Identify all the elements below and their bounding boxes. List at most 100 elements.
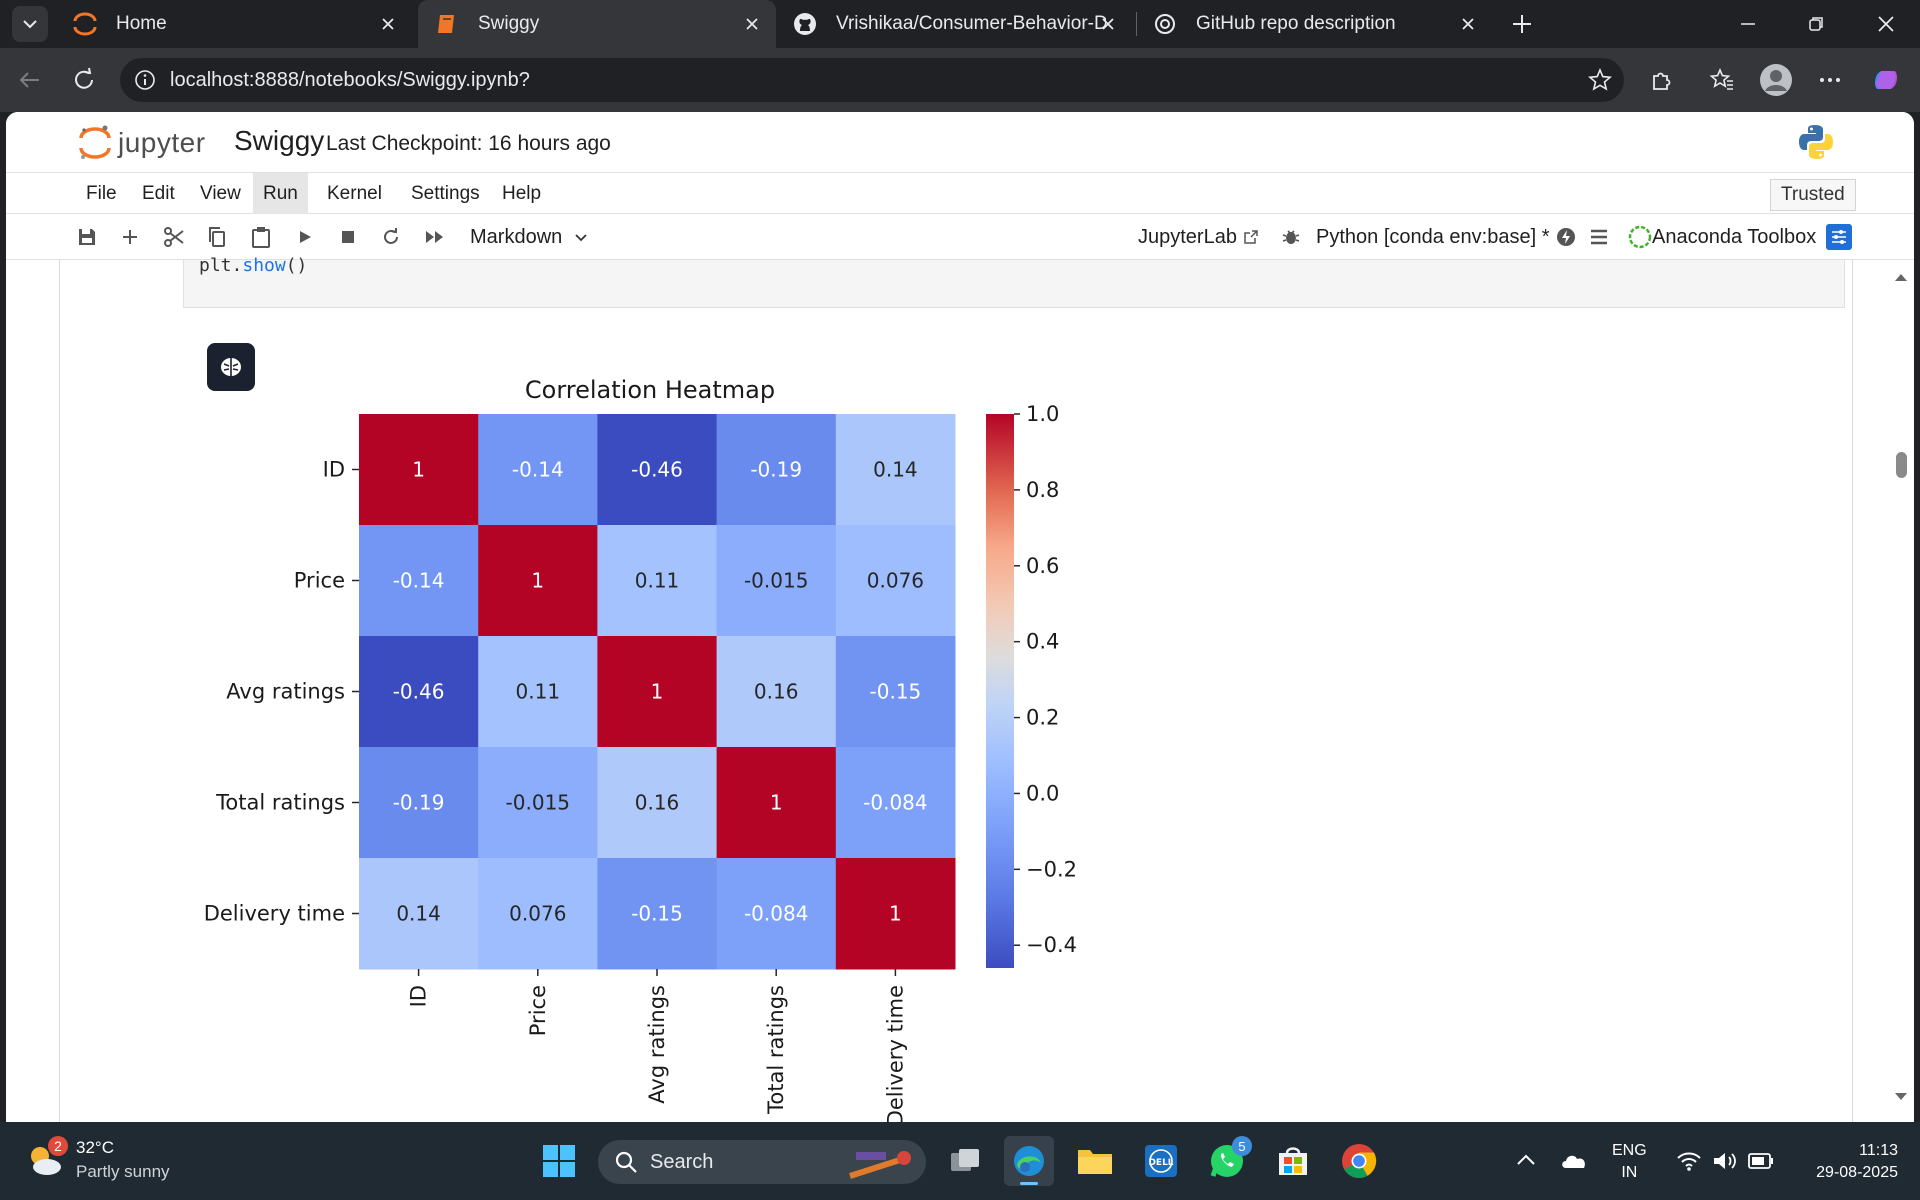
tab-github-repo[interactable]: Vrishikaa/Consumer-Behavior-Del bbox=[776, 0, 1132, 48]
cell-type-dropdown[interactable]: Markdown bbox=[470, 222, 588, 252]
taskbar-search[interactable]: Search bbox=[598, 1140, 926, 1184]
language-indicator[interactable]: ENG IN bbox=[1612, 1140, 1647, 1184]
trusted-indicator[interactable]: Trusted bbox=[1770, 179, 1856, 211]
taskbar-dell[interactable]: DELL bbox=[1136, 1136, 1186, 1186]
volume-icon[interactable] bbox=[1712, 1150, 1738, 1172]
heatmap-cell bbox=[835, 636, 956, 748]
close-tab-icon[interactable] bbox=[742, 14, 762, 34]
tab-title: Home bbox=[116, 13, 167, 34]
external-link-icon bbox=[1244, 230, 1258, 244]
y-tick-label: ID bbox=[323, 458, 345, 482]
star-icon[interactable] bbox=[1588, 68, 1612, 92]
copilot-button[interactable] bbox=[1868, 62, 1904, 98]
interrupt-kernel-button[interactable] bbox=[333, 222, 363, 252]
kernel-name-label: Python [conda env:base] * bbox=[1316, 225, 1550, 248]
menu-edit[interactable]: Edit bbox=[142, 182, 175, 204]
taskbar-edge[interactable] bbox=[1004, 1136, 1054, 1186]
weather-condition: Partly sunny bbox=[76, 1162, 170, 1181]
reload-button[interactable] bbox=[66, 62, 102, 98]
chrome-icon bbox=[1342, 1144, 1377, 1178]
cell-value-label: -0.084 bbox=[744, 902, 808, 926]
address-bar[interactable]: localhost:8888/notebooks/Swiggy.ipynb? bbox=[120, 58, 1624, 102]
kernel-menu-button[interactable] bbox=[1584, 222, 1614, 252]
tab-title: Swiggy bbox=[478, 13, 540, 34]
notebook-title[interactable]: Swiggy bbox=[234, 125, 325, 156]
heatmap-cells: 1 -0.14 -0.46 -0.19 0.14 -0.14 1 0.11 -0.015 0.07… bbox=[359, 414, 956, 970]
colorbar bbox=[986, 414, 1014, 968]
notebook-scrollbar[interactable] bbox=[1886, 260, 1914, 1122]
property-inspector-button[interactable] bbox=[1826, 224, 1852, 250]
save-button[interactable] bbox=[72, 222, 102, 252]
copy-cell-button[interactable] bbox=[202, 222, 232, 252]
kernel-selector[interactable]: Python [conda env:base] * bbox=[1316, 222, 1550, 252]
system-clock[interactable]: 11:13 29-08-2025 bbox=[1788, 1140, 1898, 1184]
sliders-icon bbox=[1832, 230, 1846, 244]
menu-view[interactable]: View bbox=[200, 182, 241, 204]
cell-value-label: 0.14 bbox=[396, 902, 441, 926]
restore-window-button[interactable] bbox=[1796, 8, 1836, 40]
taskbar-chrome[interactable] bbox=[1334, 1136, 1384, 1186]
site-info-icon[interactable] bbox=[134, 69, 156, 91]
search-icon bbox=[615, 1151, 637, 1173]
taskbar-whatsapp[interactable]: 5 bbox=[1202, 1136, 1252, 1186]
menu-run[interactable]: Run bbox=[253, 173, 308, 214]
run-cell-button[interactable] bbox=[290, 222, 320, 252]
clock-time: 11:13 bbox=[1859, 1142, 1898, 1159]
back-button[interactable] bbox=[12, 62, 48, 98]
tray-overflow-chevron-icon[interactable] bbox=[1516, 1152, 1536, 1168]
close-window-button[interactable] bbox=[1866, 8, 1906, 40]
restart-kernel-button[interactable] bbox=[376, 222, 406, 252]
python-logo-icon bbox=[1799, 125, 1833, 159]
weather-widget[interactable]: 2 32°C Partly sunny bbox=[24, 1136, 170, 1184]
save-icon bbox=[79, 229, 95, 245]
cut-cell-button[interactable] bbox=[159, 222, 189, 252]
cell-value-label: -0.14 bbox=[393, 569, 445, 593]
output-ai-button[interactable] bbox=[207, 343, 255, 391]
jupyter-logo[interactable]: jupyter bbox=[78, 124, 206, 162]
minimize-window-button[interactable] bbox=[1728, 8, 1768, 40]
wifi-icon[interactable] bbox=[1676, 1150, 1702, 1172]
tab-actions-menu-button[interactable] bbox=[12, 6, 48, 42]
close-tab-icon[interactable] bbox=[378, 14, 398, 34]
favorites-button[interactable] bbox=[1704, 62, 1740, 98]
battery-icon[interactable] bbox=[1748, 1152, 1774, 1170]
menu-help[interactable]: Help bbox=[502, 182, 542, 204]
profile-button[interactable] bbox=[1758, 62, 1794, 98]
heatmap-cell bbox=[359, 747, 479, 859]
tab-swiggy[interactable]: Swiggy bbox=[418, 0, 776, 48]
code-cell-input[interactable]: plt.show() bbox=[183, 255, 1845, 308]
task-view-icon bbox=[951, 1149, 979, 1171]
new-tab-button[interactable] bbox=[1502, 8, 1542, 40]
scroll-down-icon[interactable] bbox=[1894, 1092, 1908, 1102]
browser-menu-button[interactable] bbox=[1812, 62, 1848, 98]
tab-home[interactable]: Home bbox=[56, 0, 412, 48]
scroll-up-icon[interactable] bbox=[1894, 272, 1908, 282]
heatmap-cell bbox=[835, 747, 956, 859]
run-all-button[interactable] bbox=[420, 222, 450, 252]
tab-github-repo-description[interactable]: GitHub repo description bbox=[1136, 0, 1492, 48]
notebook-panel: plt.show() Correlation bbox=[6, 255, 1914, 1122]
scroll-thumb[interactable] bbox=[1896, 452, 1907, 478]
menu-settings[interactable]: Settings bbox=[411, 182, 480, 204]
dell-icon: DELL bbox=[1145, 1145, 1177, 1177]
menu-kernel[interactable]: Kernel bbox=[327, 182, 382, 204]
anaconda-toolbox-button[interactable]: Anaconda Toolbox bbox=[1628, 222, 1816, 252]
menu-file[interactable]: File bbox=[86, 182, 117, 204]
paste-cell-button[interactable] bbox=[246, 222, 276, 252]
close-tab-icon[interactable] bbox=[1458, 14, 1478, 34]
cell-value-label: 0.11 bbox=[635, 569, 680, 593]
start-button[interactable] bbox=[534, 1136, 584, 1186]
colorbar-ticks: 1.0 0.8 0.6 0.4 0.2 0.0 −0.2 −0.4 bbox=[1014, 402, 1077, 957]
taskbar-file-explorer[interactable] bbox=[1070, 1136, 1120, 1186]
close-tab-icon[interactable] bbox=[1098, 14, 1118, 34]
task-view-button[interactable] bbox=[940, 1136, 990, 1186]
jupyter-icon bbox=[72, 11, 98, 37]
debugger-button[interactable] bbox=[1276, 222, 1306, 252]
taskbar-microsoft-store[interactable] bbox=[1268, 1136, 1318, 1186]
insert-cell-button[interactable] bbox=[115, 222, 145, 252]
chevron-down-icon bbox=[23, 20, 37, 29]
open-jupyterlab-link[interactable]: JupyterLab bbox=[1138, 222, 1259, 252]
arrow-left-icon bbox=[19, 72, 39, 88]
onedrive-icon[interactable] bbox=[1560, 1150, 1588, 1170]
extensions-button[interactable] bbox=[1644, 62, 1680, 98]
